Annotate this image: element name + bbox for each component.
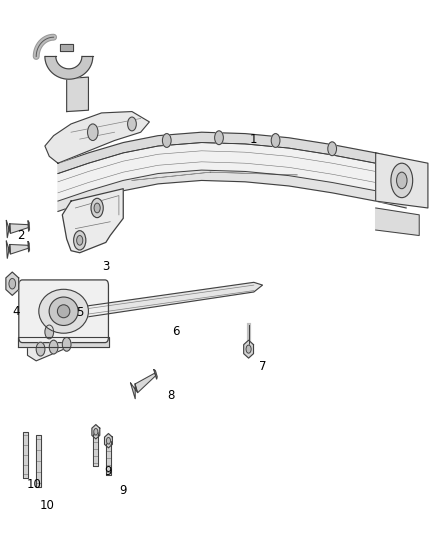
Polygon shape [135, 373, 155, 393]
Polygon shape [93, 432, 99, 466]
Circle shape [328, 142, 336, 156]
Polygon shape [58, 142, 406, 201]
Polygon shape [6, 272, 19, 295]
Polygon shape [92, 425, 100, 439]
Text: 4: 4 [13, 305, 21, 318]
Text: 2: 2 [17, 229, 25, 242]
Circle shape [162, 134, 171, 147]
Polygon shape [36, 435, 41, 487]
Polygon shape [45, 111, 149, 163]
Circle shape [396, 172, 407, 189]
Polygon shape [105, 433, 113, 448]
Circle shape [127, 117, 136, 131]
Circle shape [271, 134, 280, 147]
Ellipse shape [49, 297, 78, 326]
Polygon shape [80, 282, 262, 317]
FancyBboxPatch shape [19, 280, 109, 343]
Text: 7: 7 [259, 360, 266, 373]
Polygon shape [28, 241, 29, 252]
Circle shape [88, 124, 98, 141]
Circle shape [49, 340, 58, 354]
Circle shape [77, 236, 83, 245]
Polygon shape [45, 56, 93, 79]
Circle shape [36, 342, 45, 356]
Bar [60, 44, 73, 51]
Circle shape [106, 438, 110, 444]
Text: 9: 9 [120, 484, 127, 497]
Polygon shape [10, 224, 28, 233]
Polygon shape [10, 245, 28, 254]
Polygon shape [154, 370, 157, 379]
Circle shape [391, 163, 413, 198]
Polygon shape [28, 306, 88, 361]
Ellipse shape [57, 305, 70, 318]
Polygon shape [58, 170, 406, 212]
Text: 3: 3 [102, 260, 110, 273]
Circle shape [45, 325, 53, 339]
Polygon shape [18, 337, 110, 348]
Polygon shape [376, 153, 428, 208]
Text: 5: 5 [76, 306, 83, 319]
Circle shape [94, 203, 100, 213]
Polygon shape [58, 132, 406, 174]
Circle shape [215, 131, 223, 144]
Circle shape [74, 231, 86, 250]
Polygon shape [6, 241, 11, 259]
Text: 10: 10 [27, 478, 42, 491]
Polygon shape [62, 189, 123, 253]
Polygon shape [28, 221, 29, 231]
Text: 9: 9 [104, 465, 112, 478]
Circle shape [9, 278, 16, 289]
Circle shape [246, 345, 251, 353]
Text: 8: 8 [167, 389, 175, 402]
Text: 10: 10 [40, 499, 54, 512]
Polygon shape [23, 432, 28, 478]
Ellipse shape [39, 289, 88, 333]
Circle shape [62, 337, 71, 351]
Text: 6: 6 [172, 326, 179, 338]
Polygon shape [244, 340, 254, 358]
Text: 1: 1 [250, 133, 258, 146]
Polygon shape [376, 208, 419, 236]
Circle shape [94, 429, 98, 435]
Polygon shape [106, 441, 111, 475]
Polygon shape [6, 221, 11, 238]
Circle shape [91, 198, 103, 217]
Polygon shape [67, 77, 88, 111]
Polygon shape [131, 383, 138, 399]
